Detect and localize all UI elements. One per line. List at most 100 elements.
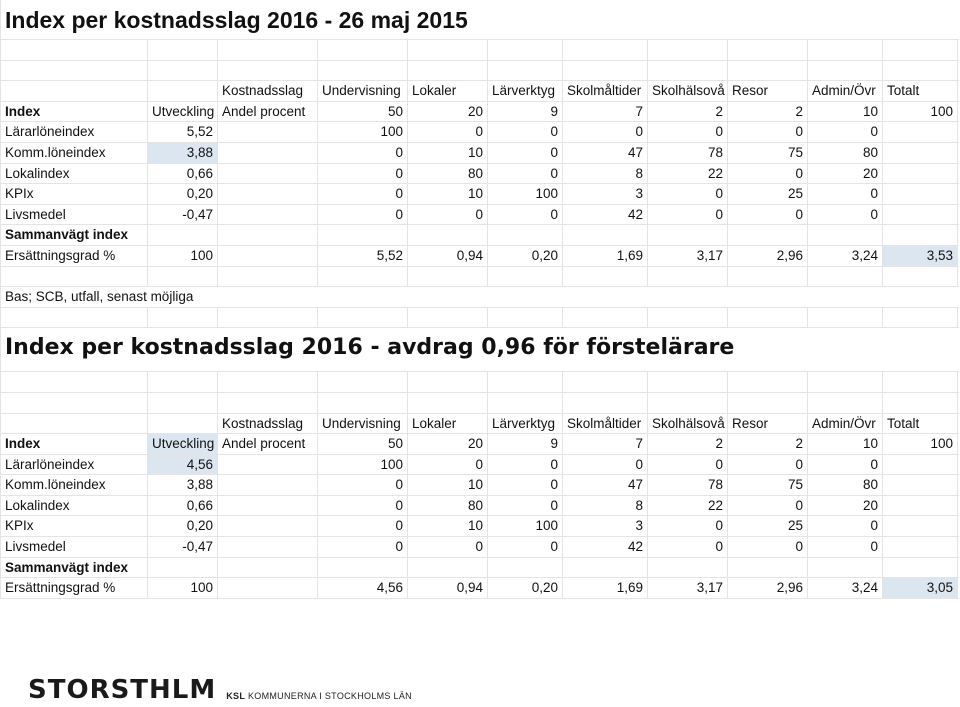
- row-label[interactable]: Lärarlöneindex: [1, 454, 148, 475]
- empty-cell[interactable]: [883, 557, 958, 578]
- value-cell[interactable]: 0: [488, 537, 563, 557]
- column-header[interactable]: Lokaler: [408, 413, 488, 434]
- compensation-label[interactable]: Ersättningsgrad %: [1, 245, 148, 266]
- column-header[interactable]: Admin/Övr: [808, 81, 883, 101]
- empty-cell[interactable]: [318, 557, 408, 578]
- empty-cell[interactable]: [648, 60, 728, 81]
- value-cell[interactable]: 0: [488, 454, 563, 475]
- value-cell[interactable]: 0,20: [148, 184, 218, 204]
- empty-cell[interactable]: [488, 557, 563, 578]
- empty-cell[interactable]: [1, 60, 148, 81]
- value-cell[interactable]: 100: [318, 122, 408, 142]
- empty-cell[interactable]: [408, 40, 488, 60]
- value-cell[interactable]: 25: [728, 184, 808, 204]
- empty-cell[interactable]: [883, 60, 958, 81]
- value-cell[interactable]: 20: [808, 495, 883, 516]
- value-cell[interactable]: 0: [408, 454, 488, 475]
- empty-cell[interactable]: [218, 307, 318, 328]
- row-label[interactable]: Komm.löneindex: [1, 142, 148, 163]
- compensation-value[interactable]: [218, 245, 318, 266]
- value-cell[interactable]: 0: [408, 204, 488, 225]
- empty-cell[interactable]: [563, 266, 648, 287]
- value-cell[interactable]: 0: [408, 122, 488, 142]
- value-cell[interactable]: 10: [408, 516, 488, 537]
- empty-cell[interactable]: [883, 225, 958, 245]
- empty-cell[interactable]: [648, 372, 728, 392]
- value-cell[interactable]: 0: [648, 516, 728, 537]
- value-cell[interactable]: 80: [408, 163, 488, 184]
- compensation-value[interactable]: 100: [148, 245, 218, 266]
- empty-cell[interactable]: [318, 372, 408, 392]
- empty-cell[interactable]: [1, 266, 148, 287]
- value-cell[interactable]: 78: [648, 475, 728, 495]
- index-cell[interactable]: Utveckling: [148, 434, 218, 454]
- empty-cell[interactable]: [218, 392, 318, 413]
- compensation-value[interactable]: 3,17: [648, 578, 728, 598]
- compensation-value[interactable]: 3,24: [808, 578, 883, 598]
- column-header[interactable]: Skolhälsovå: [648, 413, 728, 434]
- index-cell[interactable]: 7: [563, 101, 648, 122]
- compensation-value[interactable]: 2,96: [728, 578, 808, 598]
- value-cell[interactable]: [218, 204, 318, 225]
- empty-cell[interactable]: [648, 392, 728, 413]
- value-cell[interactable]: [883, 122, 958, 142]
- value-cell[interactable]: [218, 475, 318, 495]
- empty-cell[interactable]: [563, 372, 648, 392]
- compensation-value[interactable]: [218, 578, 318, 598]
- empty-cell[interactable]: [148, 266, 218, 287]
- value-cell[interactable]: 0: [728, 537, 808, 557]
- value-cell[interactable]: 0: [728, 163, 808, 184]
- value-cell[interactable]: 78: [648, 142, 728, 163]
- value-cell[interactable]: 8: [563, 495, 648, 516]
- value-cell[interactable]: 0: [318, 142, 408, 163]
- value-cell[interactable]: 0: [808, 122, 883, 142]
- row-label[interactable]: Livsmedel: [1, 537, 148, 557]
- index-cell[interactable]: 7: [563, 434, 648, 454]
- value-cell[interactable]: 0: [808, 516, 883, 537]
- value-cell[interactable]: [883, 204, 958, 225]
- index-cell[interactable]: 10: [808, 101, 883, 122]
- index-cell[interactable]: 50: [318, 101, 408, 122]
- empty-cell[interactable]: [488, 392, 563, 413]
- empty-cell[interactable]: [148, 372, 218, 392]
- value-cell[interactable]: 0: [488, 495, 563, 516]
- column-header[interactable]: Resor: [728, 413, 808, 434]
- column-header[interactable]: [148, 81, 218, 101]
- value-cell[interactable]: [218, 122, 318, 142]
- column-header[interactable]: Lärverktyg: [488, 81, 563, 101]
- column-header[interactable]: Skolmåltider: [563, 413, 648, 434]
- empty-cell[interactable]: [1, 392, 148, 413]
- empty-cell[interactable]: [563, 40, 648, 60]
- empty-cell[interactable]: [408, 392, 488, 413]
- index-cell[interactable]: 20: [408, 434, 488, 454]
- value-cell[interactable]: 0: [318, 163, 408, 184]
- empty-cell[interactable]: [148, 40, 218, 60]
- empty-cell[interactable]: [218, 266, 318, 287]
- empty-cell[interactable]: [1, 372, 148, 392]
- column-header[interactable]: [1, 81, 148, 101]
- value-cell[interactable]: [883, 163, 958, 184]
- empty-cell[interactable]: [648, 557, 728, 578]
- empty-cell[interactable]: [218, 557, 318, 578]
- empty-cell[interactable]: [808, 60, 883, 81]
- row-label[interactable]: Lärarlöneindex: [1, 122, 148, 142]
- empty-cell[interactable]: [148, 307, 218, 328]
- empty-cell[interactable]: [488, 372, 563, 392]
- value-cell[interactable]: [218, 142, 318, 163]
- column-header[interactable]: Undervisning: [318, 81, 408, 101]
- empty-cell[interactable]: [808, 307, 883, 328]
- empty-cell[interactable]: [318, 225, 408, 245]
- value-cell[interactable]: [218, 516, 318, 537]
- empty-cell[interactable]: [488, 60, 563, 81]
- empty-cell[interactable]: [808, 225, 883, 245]
- empty-cell[interactable]: [488, 266, 563, 287]
- row-label[interactable]: KPIx: [1, 184, 148, 204]
- index-cell[interactable]: 9: [488, 101, 563, 122]
- empty-cell[interactable]: [408, 307, 488, 328]
- value-cell[interactable]: 100: [318, 454, 408, 475]
- value-cell[interactable]: 0: [808, 204, 883, 225]
- value-cell[interactable]: 0: [728, 204, 808, 225]
- value-cell[interactable]: 0: [563, 454, 648, 475]
- compensation-value[interactable]: 5,52: [318, 245, 408, 266]
- empty-cell[interactable]: [808, 372, 883, 392]
